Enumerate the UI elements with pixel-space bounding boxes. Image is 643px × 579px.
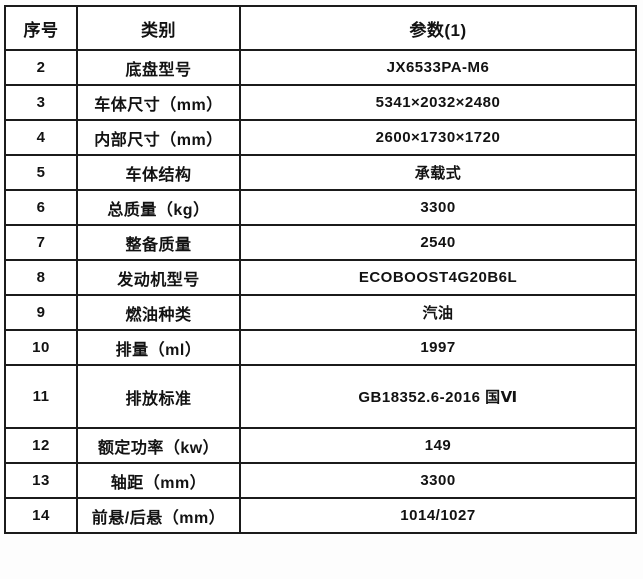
row-no-cell: 13 bbox=[4, 462, 78, 499]
value-cell: 3300 bbox=[239, 189, 637, 226]
value-cell: 2540 bbox=[239, 224, 637, 261]
header-parameter: 参数(1) bbox=[239, 5, 637, 51]
table-row: 10 排量（ml） 1997 bbox=[4, 329, 637, 366]
category-cell: 轴距（mm） bbox=[76, 462, 241, 499]
vehicle-spec-table: 序号 类别 参数(1) 2 底盘型号 JX6533PA-M6 3 车体尺寸（mm… bbox=[4, 5, 637, 534]
row-no-cell: 11 bbox=[4, 364, 78, 429]
category-cell: 车体尺寸（mm） bbox=[76, 84, 241, 121]
table-row: 13 轴距（mm） 3300 bbox=[4, 462, 637, 499]
table-row: 2 底盘型号 JX6533PA-M6 bbox=[4, 49, 637, 86]
row-no-cell: 6 bbox=[4, 189, 78, 226]
table-row: 7 整备质量 2540 bbox=[4, 224, 637, 261]
value-cell: 1997 bbox=[239, 329, 637, 366]
table-row: 3 车体尺寸（mm） 5341×2032×2480 bbox=[4, 84, 637, 121]
table-row: 9 燃油种类 汽油 bbox=[4, 294, 637, 331]
row-no-cell: 9 bbox=[4, 294, 78, 331]
value-cell: 5341×2032×2480 bbox=[239, 84, 637, 121]
category-cell: 燃油种类 bbox=[76, 294, 241, 331]
table-row: 4 内部尺寸（mm） 2600×1730×1720 bbox=[4, 119, 637, 156]
value-cell: 汽油 bbox=[239, 294, 637, 331]
row-no-cell: 14 bbox=[4, 497, 78, 534]
table-row: 14 前悬/后悬（mm） 1014/1027 bbox=[4, 497, 637, 534]
row-no-cell: 2 bbox=[4, 49, 78, 86]
row-no-cell: 4 bbox=[4, 119, 78, 156]
category-cell: 底盘型号 bbox=[76, 49, 241, 86]
value-cell: 3300 bbox=[239, 462, 637, 499]
header-row: 序号 类别 参数(1) bbox=[4, 5, 637, 51]
row-no-cell: 3 bbox=[4, 84, 78, 121]
category-cell: 整备质量 bbox=[76, 224, 241, 261]
table-row: 12 额定功率（kw） 149 bbox=[4, 427, 637, 464]
category-cell: 额定功率（kw） bbox=[76, 427, 241, 464]
value-cell: GB18352.6-2016 国Ⅵ bbox=[239, 364, 637, 429]
category-cell: 排量（ml） bbox=[76, 329, 241, 366]
table-row: 5 车体结构 承载式 bbox=[4, 154, 637, 191]
value-cell: JX6533PA-M6 bbox=[239, 49, 637, 86]
table-row: 8 发动机型号 ECOBOOST4G20B6L bbox=[4, 259, 637, 296]
value-cell: 149 bbox=[239, 427, 637, 464]
category-cell: 内部尺寸（mm） bbox=[76, 119, 241, 156]
value-cell: 2600×1730×1720 bbox=[239, 119, 637, 156]
table-row: 6 总质量（kg） 3300 bbox=[4, 189, 637, 226]
category-cell: 总质量（kg） bbox=[76, 189, 241, 226]
value-cell: 承载式 bbox=[239, 154, 637, 191]
value-cell: ECOBOOST4G20B6L bbox=[239, 259, 637, 296]
header-serial-number: 序号 bbox=[4, 5, 78, 51]
category-cell: 发动机型号 bbox=[76, 259, 241, 296]
category-cell: 排放标准 bbox=[76, 364, 241, 429]
row-no-cell: 10 bbox=[4, 329, 78, 366]
table-row-emission-standard: 11 排放标准 GB18352.6-2016 国Ⅵ bbox=[4, 364, 637, 429]
header-category: 类别 bbox=[76, 5, 241, 51]
row-no-cell: 12 bbox=[4, 427, 78, 464]
value-cell: 1014/1027 bbox=[239, 497, 637, 534]
row-no-cell: 5 bbox=[4, 154, 78, 191]
category-cell: 车体结构 bbox=[76, 154, 241, 191]
category-cell: 前悬/后悬（mm） bbox=[76, 497, 241, 534]
row-no-cell: 7 bbox=[4, 224, 78, 261]
row-no-cell: 8 bbox=[4, 259, 78, 296]
